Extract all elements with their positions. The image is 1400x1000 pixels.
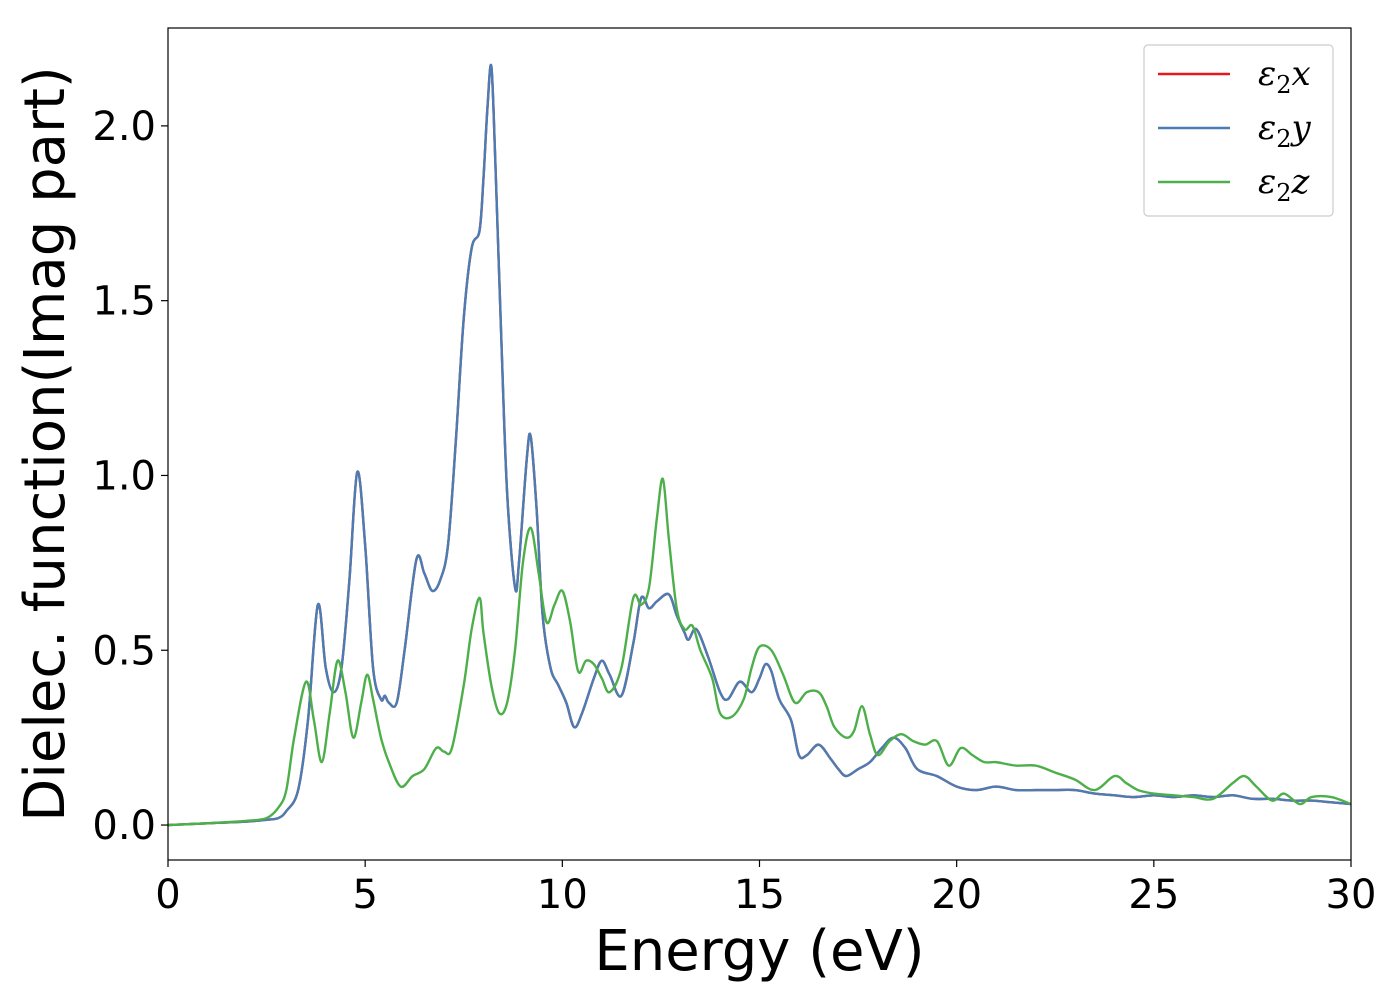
y-tick-label: 2.0 xyxy=(92,104,156,150)
series-line-z xyxy=(168,477,1351,827)
y-tick-label: 1.5 xyxy=(92,279,156,325)
y-axis-ticks: 0.0 0.5 1.0 1.5 2.0 xyxy=(92,104,168,849)
x-tick-label: 15 xyxy=(734,872,785,918)
legend-label-z: ε2z xyxy=(1258,162,1311,207)
x-tick-label: 20 xyxy=(931,872,982,918)
x-tick-label: 0 xyxy=(155,872,180,918)
y-tick-label: 1.0 xyxy=(92,453,156,499)
y-axis-title: Dielec. function(Imag part) xyxy=(13,66,78,822)
x-tick-label: 25 xyxy=(1128,872,1179,918)
legend: ε2x ε2y ε2z xyxy=(1143,44,1334,217)
series-line-y xyxy=(168,63,1351,827)
plot-lines-group xyxy=(168,63,1351,827)
y-tick-label: 0.0 xyxy=(92,803,156,849)
x-tick-label: 10 xyxy=(537,872,588,918)
x-tick-label: 30 xyxy=(1326,872,1377,918)
x-axis-title: Energy (eV) xyxy=(594,919,924,984)
x-axis-ticks: 0 5 10 15 20 25 30 xyxy=(155,860,1376,918)
x-tick-label: 5 xyxy=(352,872,377,918)
y-tick-label: 0.5 xyxy=(92,628,156,674)
legend-label-y: ε2y xyxy=(1258,108,1312,153)
legend-frame xyxy=(1143,44,1334,217)
legend-label-x: ε2x xyxy=(1258,54,1311,99)
